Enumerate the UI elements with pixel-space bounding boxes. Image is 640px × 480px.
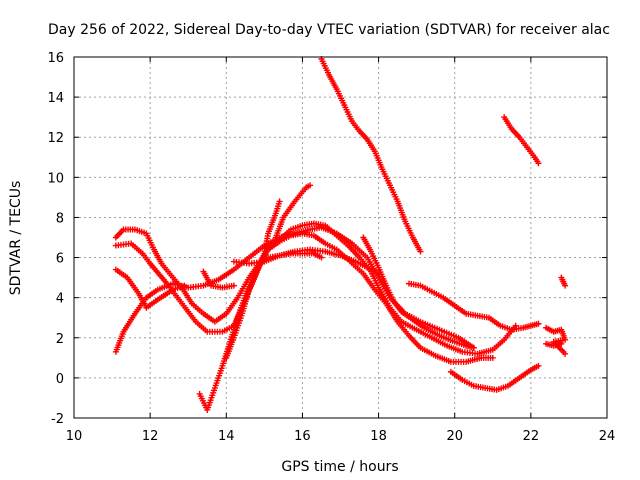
data-point [307, 182, 314, 189]
series-arc-2 [112, 266, 188, 311]
chart-title: Day 256 of 2022, Sidereal Day-to-day VTE… [48, 22, 610, 38]
data-point [512, 322, 519, 329]
y-tick-label: -2 [51, 412, 64, 427]
data-point [562, 350, 569, 357]
y-tick-label: 4 [56, 292, 64, 307]
y-tick-label: 16 [47, 51, 64, 66]
data-points [112, 56, 569, 413]
x-tick-label: 14 [218, 429, 235, 444]
series-arc-4 [112, 226, 496, 365]
y-tick-label: 6 [56, 252, 64, 267]
y-tick-label: 14 [47, 91, 64, 106]
y-tick-label: 8 [56, 211, 64, 226]
series-arc-13 [447, 362, 542, 393]
data-point [535, 160, 542, 167]
x-tick-label: 16 [294, 429, 311, 444]
data-point [470, 344, 477, 351]
data-point [558, 340, 565, 347]
x-tick-label: 24 [599, 429, 616, 444]
x-tick-label: 10 [66, 429, 83, 444]
y-tick-label: 2 [56, 332, 64, 347]
plot-frame [73, 56, 608, 419]
y-tick-label: 0 [56, 372, 64, 387]
data-point [417, 248, 424, 255]
x-tick-label: 18 [370, 429, 387, 444]
x-axis-label: GPS time / hours [281, 459, 398, 475]
data-point [535, 320, 542, 327]
data-point [489, 354, 496, 361]
series-arc-16 [543, 340, 565, 349]
x-tick-label: 22 [523, 429, 540, 444]
series-arc-6 [200, 268, 237, 291]
data-point [276, 198, 283, 205]
y-tick-label: 10 [47, 171, 64, 186]
data-point [318, 254, 325, 261]
series-arc-10 [318, 56, 424, 255]
x-tick-label: 12 [142, 429, 159, 444]
series-arc-9 [230, 246, 382, 277]
y-tick-label: 12 [47, 131, 64, 146]
data-point [535, 362, 542, 369]
data-point [230, 282, 237, 289]
series-arc-17 [558, 274, 569, 289]
series-arc-7 [223, 198, 283, 361]
series-arc-8 [272, 182, 314, 241]
y-axis-label: SDTVAR / TECUs [8, 181, 24, 296]
series-arc-14 [501, 114, 542, 167]
series-arc-12 [406, 280, 542, 333]
x-tick-label: 20 [446, 429, 463, 444]
data-point [562, 282, 569, 289]
series-arc-11 [360, 234, 477, 351]
